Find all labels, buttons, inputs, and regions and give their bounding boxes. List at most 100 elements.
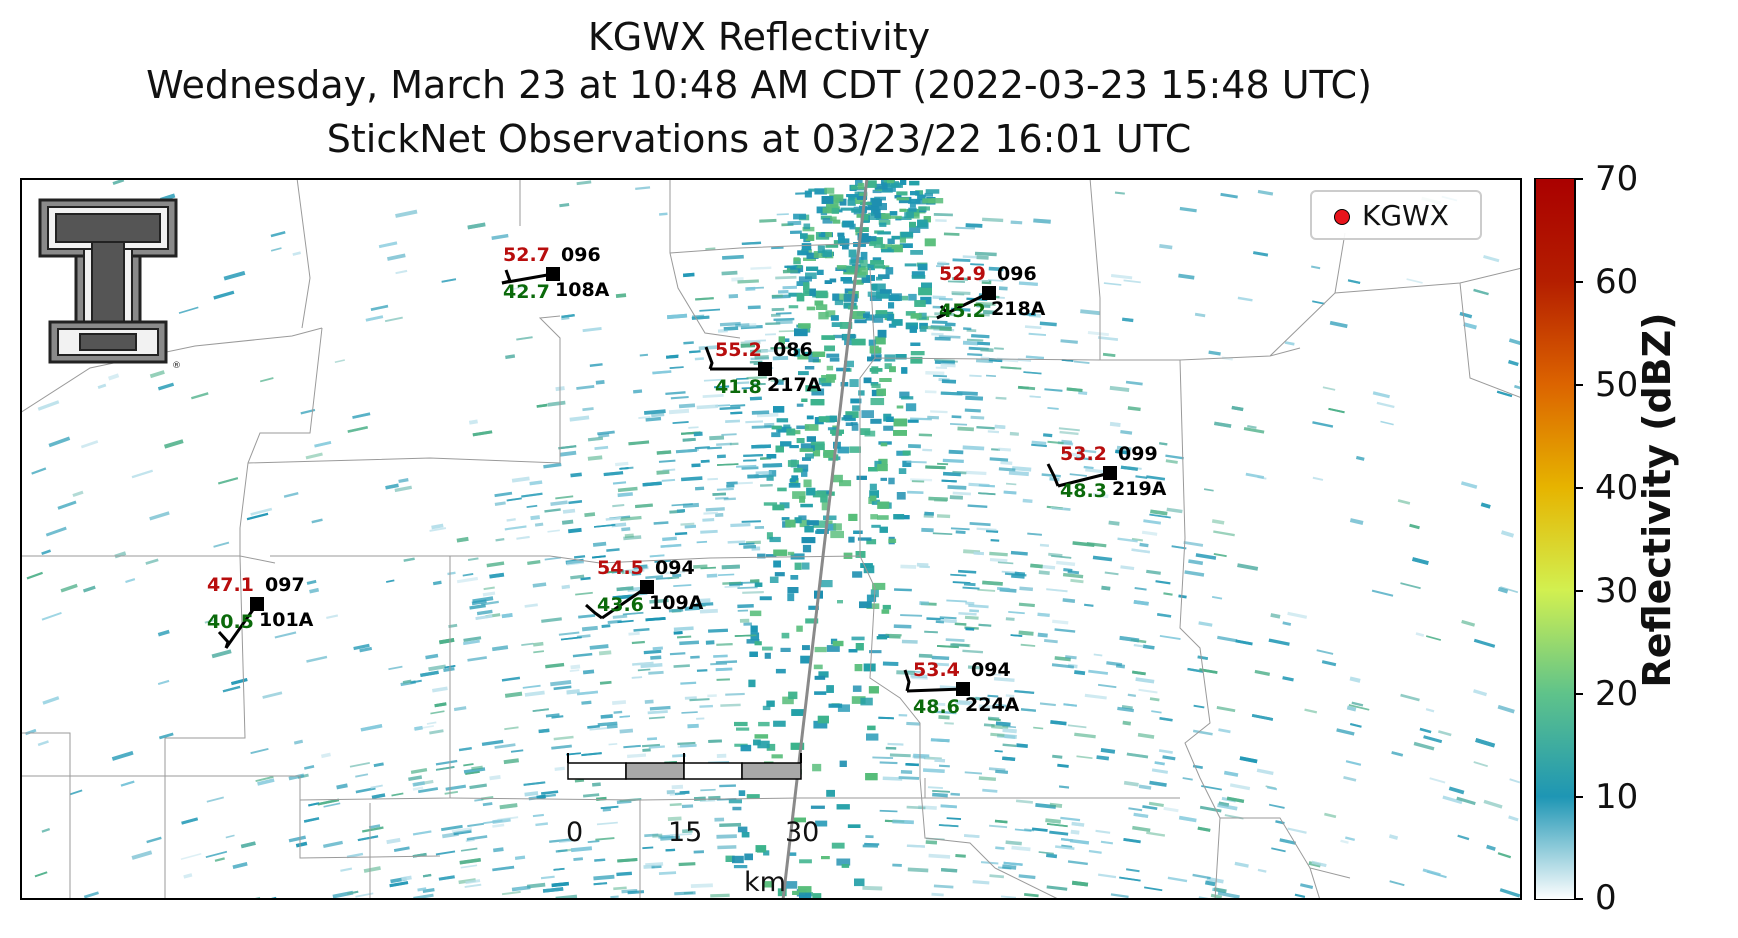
echo-cell (703, 511, 718, 515)
echo-cell (707, 446, 722, 450)
echo-cell (873, 265, 885, 269)
echo-cell (463, 639, 480, 646)
echo-cell (851, 636, 865, 641)
echo-cell (1067, 663, 1078, 669)
echo-cell (1142, 805, 1158, 811)
echo-cell (936, 514, 951, 519)
echo-cell (971, 334, 990, 339)
echo-cell (849, 259, 857, 265)
echo-cell (690, 655, 700, 659)
echo-cell (746, 639, 760, 644)
echo-cell (869, 490, 879, 498)
echo-cell (108, 373, 120, 381)
echo-cell (387, 253, 406, 261)
echo-cell (581, 625, 598, 632)
echo-cell (631, 676, 643, 679)
echo-cell (891, 319, 903, 326)
echo-cell (467, 656, 487, 662)
echo-cell (561, 584, 570, 590)
echo-cell (932, 295, 946, 300)
echo-cell (445, 784, 467, 791)
echo-cell (831, 207, 839, 214)
echo-cell (689, 350, 701, 354)
wind-barb-tail-icon (217, 630, 230, 649)
echo-cell (1024, 828, 1035, 832)
station-marker-icon (640, 580, 654, 594)
colorbar-tick-20: 20 (1595, 674, 1639, 714)
echo-cell (499, 803, 518, 810)
echo-cell (751, 444, 772, 449)
echo-cell (159, 732, 174, 740)
echo-cell (1165, 454, 1184, 460)
echo-cell (889, 635, 901, 639)
echo-cell (858, 267, 868, 276)
echo-cell (872, 582, 886, 590)
echo-cell (987, 694, 999, 698)
echo-cell (894, 588, 912, 592)
echo-cell (708, 628, 729, 633)
echo-cell (516, 535, 530, 540)
echo-cell (922, 448, 933, 452)
echo-cell (699, 704, 713, 708)
echo-cell (181, 817, 199, 825)
echo-cell (766, 475, 774, 481)
echo-cell (582, 326, 602, 333)
echo-cell (851, 338, 866, 346)
echo-cell (931, 198, 944, 204)
echo-cell (940, 362, 956, 368)
echo-cell (1218, 801, 1230, 807)
echo-cell (742, 590, 764, 594)
echo-cell (831, 474, 843, 483)
echo-cell (719, 784, 736, 788)
echo-cell (700, 459, 710, 463)
echo-cell (616, 586, 634, 592)
echo-cell (779, 502, 790, 509)
echo-cell (650, 655, 662, 660)
echo-cell (832, 219, 841, 224)
echo-cell (362, 826, 384, 833)
echo-cell (389, 881, 409, 888)
echo-cell (1072, 541, 1095, 548)
echo-cell (805, 234, 815, 241)
echo-cell (1132, 825, 1151, 833)
echo-cell (503, 758, 519, 765)
echo-cell (1115, 449, 1128, 455)
echo-cell (876, 291, 890, 299)
echo-cell (464, 883, 482, 888)
echo-cell (522, 684, 541, 689)
echo-cell (817, 245, 825, 254)
echo-cell (908, 207, 917, 212)
echo-cell (931, 892, 944, 897)
echo-cell (967, 353, 983, 357)
echo-cell (649, 554, 665, 558)
echo-cell (877, 464, 888, 472)
echo-cell (813, 251, 828, 258)
echo-cell (620, 515, 642, 522)
echo-cell (837, 232, 845, 237)
echo-cell (978, 776, 997, 782)
echo-cell (204, 619, 215, 624)
echo-cell (638, 416, 651, 419)
echo-cell (888, 323, 897, 328)
echo-cell (678, 403, 696, 409)
echo-cell (1018, 281, 1038, 286)
echo-cell (700, 529, 718, 534)
echo-cell (672, 753, 687, 758)
echo-cell (910, 356, 923, 364)
echo-cell (814, 691, 827, 695)
echo-cell (1004, 733, 1018, 739)
echo-cell (474, 798, 484, 802)
echo-cell (940, 868, 958, 873)
echo-cell (566, 689, 580, 695)
echo-cell (852, 279, 864, 285)
echo-cell (799, 892, 812, 899)
echo-cell (1119, 876, 1141, 882)
echo-cell (865, 773, 878, 781)
echo-cell (1217, 635, 1238, 643)
echo-cell (858, 390, 865, 396)
echo-cell (867, 263, 875, 271)
echo-cell (1397, 499, 1411, 505)
echo-cell (1158, 749, 1173, 754)
echo-cell (1138, 688, 1158, 694)
echo-cell (868, 339, 876, 346)
